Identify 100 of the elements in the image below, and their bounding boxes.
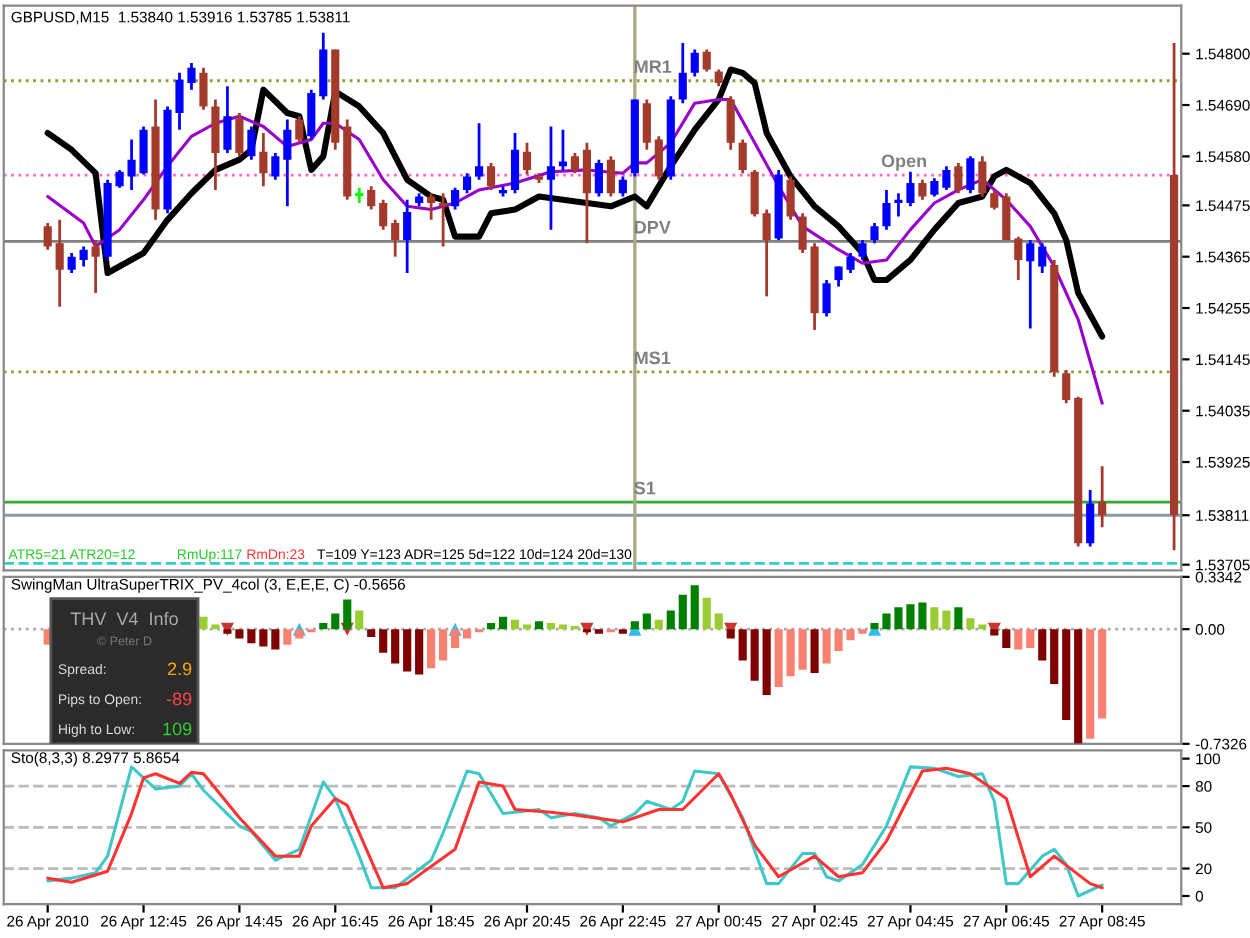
candlestick [882,188,891,232]
candlestick [954,161,963,195]
candlestick [690,48,699,78]
candlestick [510,131,520,195]
bar [666,610,675,630]
candlestick [91,238,100,295]
annotation: 109 [163,722,192,736]
candlestick [738,138,747,175]
bar [738,629,747,661]
bar [283,629,292,645]
candlestick [79,245,88,268]
bar [702,597,711,630]
bar [954,607,963,630]
annotation: -89 [166,692,192,706]
bar [930,607,939,630]
candlestick [223,84,232,155]
annotation: THV V4 Info [70,611,178,626]
candlestick [570,151,579,175]
candlestick [990,188,999,211]
candlestick [966,154,975,195]
bar [486,622,496,630]
candlestick [283,118,292,208]
candlestick [211,98,220,192]
candlestick [235,111,244,158]
bar [391,629,400,664]
bar [439,629,448,661]
candlestick [1026,238,1035,330]
bar [786,629,795,677]
candlestick [702,48,711,73]
annotation: 2.9 [167,662,192,676]
candlestick [522,141,532,176]
candlestick [930,176,939,198]
bar [546,622,556,630]
candlestick [403,198,412,275]
bar [534,621,544,630]
bar [762,629,771,695]
candlestick [642,98,651,152]
candlestick [942,164,951,192]
candlestick [1014,235,1023,282]
bar [1086,629,1095,739]
bar [319,622,328,630]
bar [343,599,352,630]
bar [726,629,735,639]
candlestick [1098,464,1107,529]
bar [259,629,268,647]
bar [247,629,256,644]
candlestick [558,128,568,172]
bar [1050,629,1059,684]
candlestick [271,151,280,182]
candlestick [486,161,496,192]
bar [978,624,987,630]
bar [1014,629,1023,650]
candlestick [67,251,76,275]
bar [678,594,687,630]
bar [942,610,951,630]
bar [463,629,472,639]
candlestick [319,31,328,101]
candlestick [1086,488,1095,548]
candlestick [463,171,472,195]
candlestick [762,208,771,298]
bar [403,629,412,672]
bar [451,629,460,648]
bar [271,629,280,650]
bar [810,629,819,673]
bar [1074,629,1083,744]
bar [990,629,999,636]
candlestick [307,88,316,141]
bar [1002,629,1011,648]
bar [510,619,520,630]
candlestick [55,218,64,309]
candlestick [870,221,879,245]
candlestick [750,168,759,218]
candlestick [606,154,615,198]
candlestick [546,125,556,232]
bar [331,613,340,630]
candlestick [594,158,603,198]
bar [1062,629,1071,720]
bar [690,585,699,630]
bar [1038,629,1047,661]
candlestick [786,175,795,222]
candlestick [726,94,735,152]
candlestick [1002,191,1011,242]
bar [498,616,508,630]
candlestick [822,278,831,318]
bar [966,618,975,630]
candlestick [1038,241,1047,275]
line-series [46,97,1104,405]
candlestick [918,178,927,202]
candlestick [1062,368,1071,405]
bar [295,629,304,639]
candlestick [582,141,591,245]
candlestick [858,238,867,262]
bar [379,629,388,653]
candlestick [199,66,208,112]
candlestick [391,218,400,259]
candlestick [678,41,687,105]
bar [522,624,532,630]
bar [1098,629,1107,719]
bar [714,613,723,630]
bar [558,624,568,630]
